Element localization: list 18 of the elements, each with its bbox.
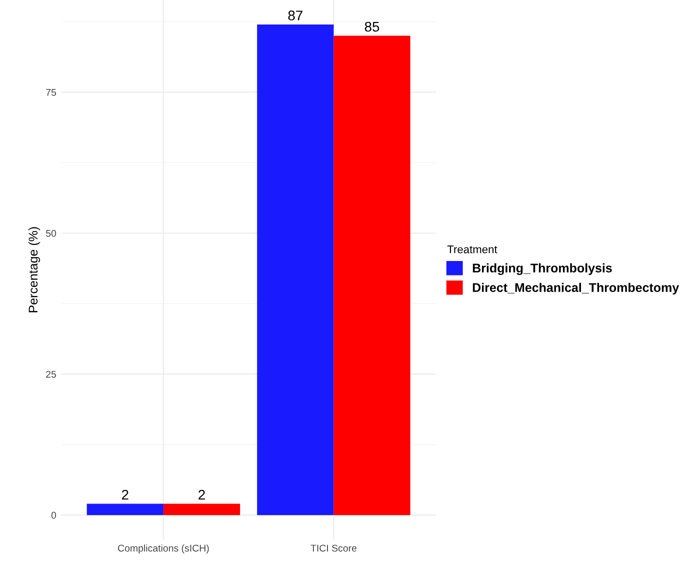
data-label: 2 bbox=[122, 490, 128, 500]
bar bbox=[86, 504, 164, 516]
legend-label: Direct_Mechanical_Thrombectomy bbox=[472, 282, 680, 294]
y-tick-label: 25 bbox=[46, 370, 56, 378]
data-label: 2 bbox=[198, 490, 205, 500]
data-label: 87 bbox=[288, 10, 302, 20]
y-tick-label: 50 bbox=[46, 230, 56, 237]
x-tick-label: Complications (sICH) bbox=[118, 544, 209, 554]
y-axis-title: Percentage (%) bbox=[28, 227, 40, 312]
y-tick-label: 75 bbox=[46, 89, 56, 96]
bar bbox=[257, 24, 334, 516]
legend-label: Bridging_Thrombolysis bbox=[472, 263, 612, 276]
data-label: 85 bbox=[364, 22, 380, 32]
bar bbox=[334, 36, 410, 516]
x-tick-label: TICI Score bbox=[310, 544, 356, 552]
legend-title: Treatment bbox=[447, 246, 498, 254]
bar bbox=[163, 504, 240, 516]
y-tick-label: 0 bbox=[51, 512, 56, 519]
